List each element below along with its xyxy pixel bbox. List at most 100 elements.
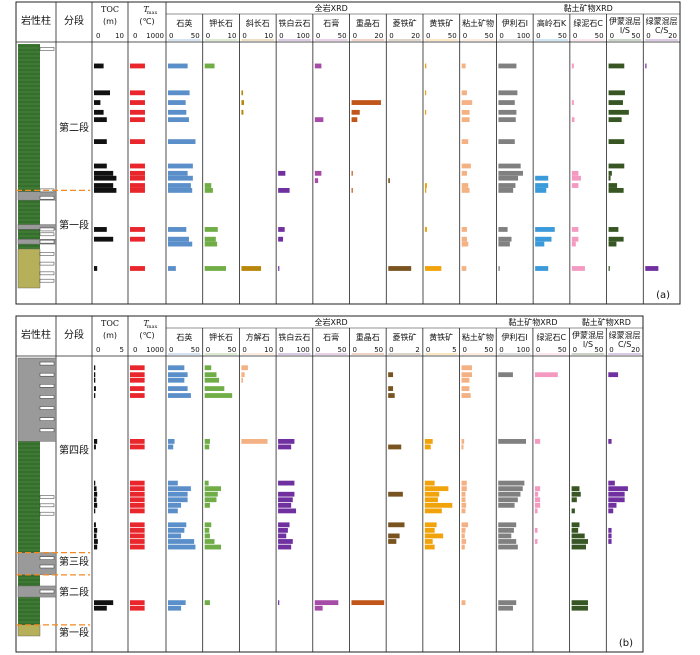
- axis-max-siderite: 2: [415, 346, 419, 354]
- bar-illite: [498, 533, 512, 539]
- column-header-chlorite: 绿泥石C: [573, 19, 603, 28]
- bar-illite: [498, 227, 508, 232]
- bar-tmax: [130, 497, 145, 503]
- bar-tmax: [130, 183, 145, 188]
- bar-toc: [94, 63, 104, 69]
- bar-gypsum: [314, 178, 319, 184]
- bar-illite: [498, 480, 525, 486]
- bar-toc: [94, 170, 114, 176]
- bar-clay: [461, 170, 467, 176]
- bar-gypsum: [314, 605, 323, 611]
- bar-illite: [498, 527, 514, 533]
- toc-tick-min: 0: [96, 32, 100, 40]
- bar-toc: [94, 544, 98, 550]
- lithology-marker: [39, 195, 55, 200]
- bar-dolomite: [278, 502, 292, 508]
- bar-illite: [498, 491, 521, 497]
- bar-toc: [94, 236, 114, 242]
- lithology-marker: [39, 511, 55, 516]
- bar-is: [608, 139, 625, 144]
- column-header-is-suffix: I/S: [583, 340, 593, 349]
- bar-illite: [498, 63, 517, 69]
- axis-min-clay: 0: [463, 346, 467, 354]
- bar-is: [608, 100, 623, 105]
- axis-max-plagio: 10: [264, 32, 273, 40]
- bar-toc: [94, 227, 107, 232]
- axis-min-dolomite: 0: [279, 32, 283, 40]
- axis-max-quartz: 50: [191, 346, 200, 354]
- bar-dolomite: [278, 600, 280, 606]
- bar-tmax: [130, 188, 145, 193]
- bar-tmax: [130, 480, 145, 486]
- bar-toc: [94, 109, 104, 115]
- axis-min-pyrite: 0: [426, 32, 430, 40]
- bar-tmax: [130, 393, 145, 398]
- lithology-column-header: 岩性柱: [21, 14, 51, 27]
- bar-quartz: [168, 386, 188, 391]
- bar-pyrite: [425, 227, 427, 232]
- lithology-marker: [39, 589, 55, 594]
- bar-quartz: [168, 227, 187, 232]
- bar-gypsum: [314, 600, 339, 606]
- bar-dolomite: [278, 522, 290, 528]
- column-header-kaolinite: 高岭石K: [537, 18, 567, 28]
- bar-kfeldspar: [204, 188, 213, 193]
- bar-toc: [94, 183, 114, 188]
- axis-min-barite: 0: [352, 346, 356, 354]
- lithology-column: [17, 44, 57, 289]
- bar-barite: [351, 100, 382, 105]
- bar-kfeldspar: [204, 480, 209, 486]
- bar-quartz: [168, 109, 187, 115]
- bar-toc: [94, 444, 96, 450]
- bar-kfeldspar: [204, 183, 212, 188]
- bar-clay: [461, 491, 466, 497]
- bar-clay: [461, 444, 464, 450]
- column-header-clay: 粘土矿物: [462, 18, 494, 28]
- bar-toc: [94, 600, 114, 606]
- bar-toc: [94, 533, 97, 539]
- bar-kfeldspar: [204, 544, 222, 550]
- bar-quartz: [168, 439, 175, 444]
- bar-illite: [498, 502, 515, 508]
- group-header-whole: 全岩XRD: [315, 317, 348, 327]
- axis-max-gypsum: 50: [338, 346, 347, 354]
- bar-quartz: [168, 63, 188, 69]
- column-header-clay: 粘土矿物: [462, 332, 494, 342]
- axis-min-kfeldspar: 0: [206, 32, 210, 40]
- bar-illite: [498, 544, 518, 550]
- bar-illite: [498, 605, 513, 611]
- bar-tmax: [130, 439, 145, 444]
- bar-clay: [461, 544, 465, 550]
- tmax-tick-min: 0: [133, 32, 137, 40]
- bar-cs: [608, 527, 612, 533]
- column-header-is: 伊蒙混层: [609, 16, 641, 26]
- bar-tmax: [130, 266, 145, 271]
- bar-plagio: [241, 90, 244, 96]
- axis-min-illite: 0: [499, 32, 503, 40]
- bar-pyrite: [425, 109, 427, 115]
- bar-kfeldspar: [204, 266, 226, 271]
- axis-min-chlorite: 0: [573, 32, 577, 40]
- axis-min-is: 0: [573, 346, 577, 354]
- bar-kfeldspar: [204, 439, 210, 444]
- lithology-marker: [39, 261, 55, 266]
- bar-kfeldspar: [204, 491, 218, 497]
- tmax-unit: (℃): [139, 331, 154, 340]
- column-header-is-suffix: I/S: [620, 26, 630, 35]
- column-header-cs-suffix: C/S: [618, 340, 631, 349]
- bar-gypsum: [314, 63, 322, 69]
- axis-max-dolomite: 100: [296, 346, 309, 354]
- lithology-column-header: 岩性柱: [21, 328, 51, 341]
- bar-kfeldspar: [204, 539, 215, 544]
- bar-quartz: [168, 372, 188, 378]
- axis-max-quartz: 50: [191, 32, 200, 40]
- lithology-sandstone: [17, 248, 41, 289]
- lithology-marker: [39, 503, 55, 508]
- bar-clay: [461, 188, 470, 193]
- bar-kaolinite: [535, 241, 545, 247]
- toc-tick-max: 5: [120, 346, 124, 354]
- bar-kfeldspar: [204, 386, 225, 391]
- lithology-marker: [39, 278, 55, 283]
- toc-header: TOC: [101, 5, 119, 14]
- bar-barite: [351, 188, 353, 193]
